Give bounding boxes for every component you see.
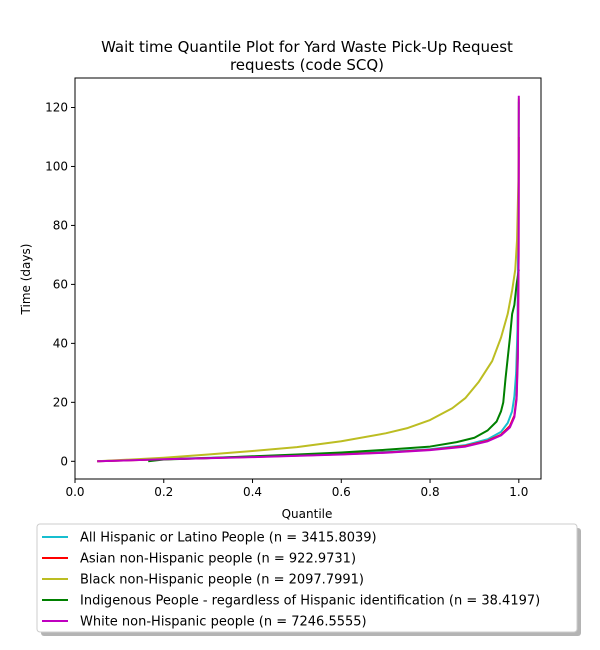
series-line-3: [97, 98, 520, 463]
legend-label-3: Black non-Hispanic people (n = 2097.7991…: [80, 573, 364, 588]
x-tick-label: 0.2: [154, 485, 173, 499]
series-line-1: [97, 101, 520, 463]
legend-label-5: White non-Hispanic people (n = 7246.5555…: [80, 615, 367, 630]
plot-lines: [97, 95, 520, 463]
x-axis-label: Quantile: [282, 507, 333, 521]
x-tick-label: 1.0: [509, 485, 528, 499]
legend: All Hispanic or Latino People (n = 3415.…: [36, 523, 581, 636]
y-tick-label: 80: [53, 218, 68, 232]
y-tick-label: 120: [45, 100, 68, 114]
legend-label-2: Asian non-Hispanic people (n = 922.9731): [80, 552, 356, 567]
x-axis-ticks: 0.0 0.2 0.4 0.6 0.8 1.0: [65, 479, 528, 499]
x-tick-label: 0.0: [65, 485, 84, 499]
x-tick-label: 0.6: [332, 485, 351, 499]
series-line-5: [97, 95, 520, 463]
plot-frame: [74, 77, 542, 480]
y-tick-label: 100: [45, 159, 68, 173]
legend-items: All Hispanic or Latino People (n = 3415.…: [42, 531, 540, 630]
series-line-4: [148, 269, 520, 463]
chart-title-line-2: requests (code SCQ): [230, 56, 384, 74]
y-tick-label: 40: [53, 336, 68, 350]
x-tick-label: 0.4: [243, 485, 262, 499]
y-axis-label: Time (days): [19, 244, 33, 316]
legend-label-4: Indigenous People - regardless of Hispan…: [80, 594, 540, 609]
chart-title-line-1: Wait time Quantile Plot for Yard Waste P…: [101, 38, 513, 56]
legend-label-1: All Hispanic or Latino People (n = 3415.…: [80, 531, 377, 546]
y-tick-label: 60: [53, 277, 68, 291]
series-line-2: [97, 136, 520, 463]
y-tick-label: 0: [60, 454, 68, 468]
y-tick-label: 20: [53, 395, 68, 409]
legend-box: [36, 523, 578, 633]
x-tick-label: 0.8: [421, 485, 440, 499]
y-axis-ticks: 0 20 40 60 80 100 120: [45, 100, 75, 468]
